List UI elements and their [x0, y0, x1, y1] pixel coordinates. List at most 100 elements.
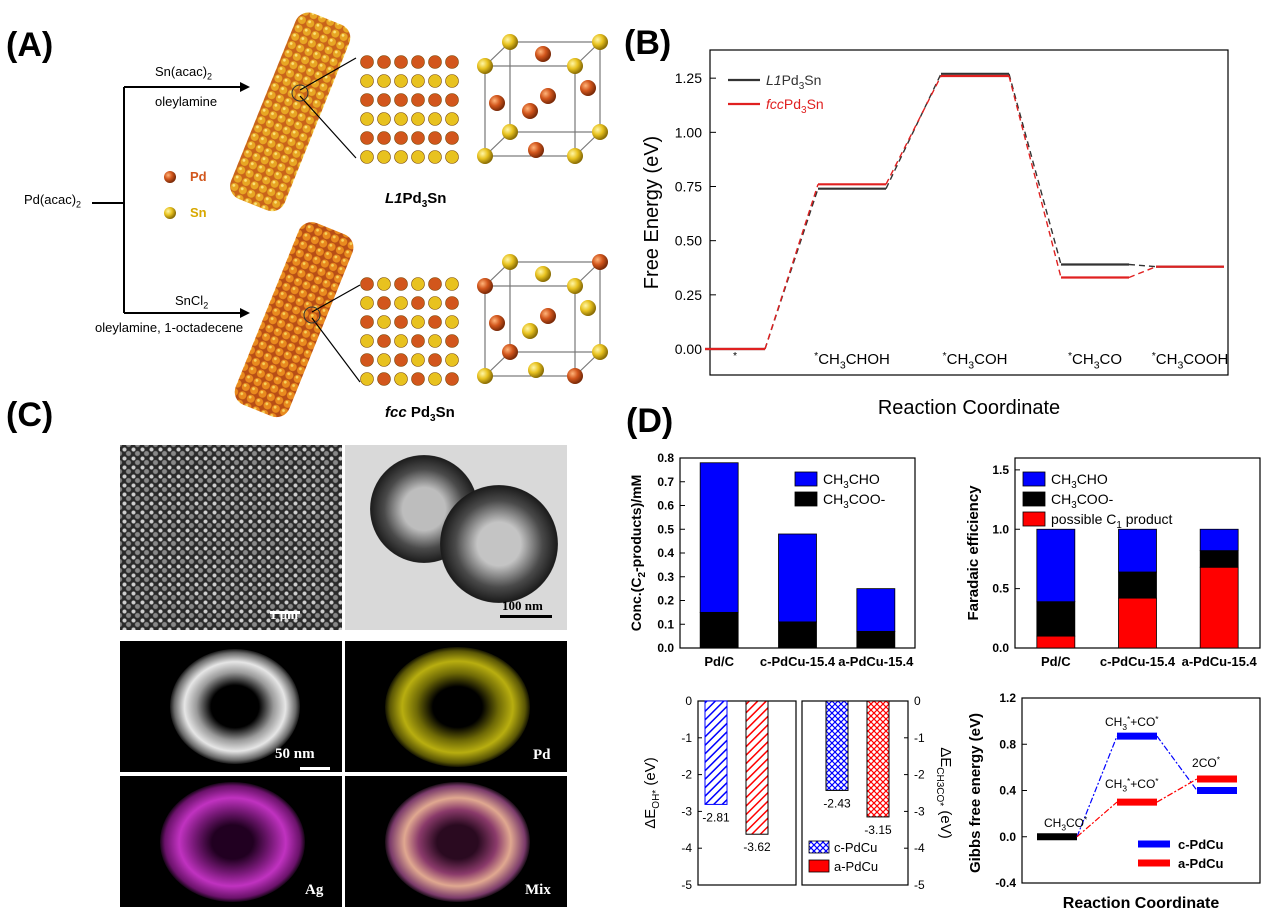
bar: [866, 700, 890, 818]
legend-swatch: [1022, 491, 1046, 507]
y-tick-label: 0.8: [657, 451, 674, 465]
y-tick-label: -3: [681, 804, 692, 818]
lattice-atom: [394, 150, 408, 164]
legend-label: a-PdCu: [1178, 856, 1224, 871]
lattice-atom: [428, 74, 442, 88]
bar-segment: [1036, 635, 1076, 649]
lattice-atom: [445, 372, 459, 386]
pd-atom-icon: [164, 171, 176, 183]
bottom-product-label: fcc Pd3Sn: [385, 404, 455, 424]
lattice-atom: [411, 353, 425, 367]
x-category-label: *CH3COOH: [1152, 350, 1229, 372]
scale-label-50nm: 50 nm: [275, 746, 315, 762]
lattice-atom: [445, 315, 459, 329]
connector: [1008, 73, 1062, 265]
map-label-ag: Ag: [305, 882, 324, 898]
panel-d3-chart: 0 0 -1 -1 -2 -2 -3 -3 -4 -4 -5 -5 -2.81 -3.62 -2.43 -3.…: [642, 694, 954, 892]
y-tick-label: 0.5: [992, 582, 1009, 596]
panel-d2-chart: 0.0 0.5 1.0 1.5 Pd/C c-PdCu-15.4 a-PdCu-15.4 CH…: [965, 457, 1261, 669]
panel-label-c: (C): [6, 396, 54, 434]
fcc-lattice: [360, 277, 459, 386]
lattice-atom: [360, 131, 374, 145]
x-category-label: Pd/C: [1041, 654, 1071, 669]
legend-pd-label: Pd: [190, 169, 207, 184]
bar-value-label: -2.81: [702, 810, 730, 824]
connector: [885, 73, 942, 189]
bar-segment: [699, 611, 739, 649]
connector: [1156, 778, 1198, 803]
lattice-atom: [411, 55, 425, 69]
y-tick-label: -4: [914, 841, 925, 855]
particle-pd-map: [385, 647, 530, 767]
bar-segment: [1118, 528, 1157, 573]
x-category-label: *CH3COH: [943, 350, 1008, 372]
lattice-atom: [411, 277, 425, 291]
bar-segment: [1118, 597, 1157, 649]
y-tick-label: 0.8: [999, 737, 1016, 751]
ag-map-image: Ag: [120, 776, 342, 907]
bar-segment: [699, 462, 739, 613]
connector: [1156, 735, 1198, 791]
series-fcc: [705, 74, 1224, 351]
y-tick-label: -0.4: [995, 876, 1016, 890]
x-category-label: *: [733, 350, 737, 362]
y-tick-label: -3: [914, 804, 925, 818]
series-l12: [705, 72, 1224, 351]
bottom-reagent-2: oleylamine, 1-octadecene: [95, 320, 244, 335]
y-tick-label: 0: [914, 694, 921, 708]
series-c-PdCu: [1037, 732, 1237, 841]
legend-swatch: [808, 840, 830, 854]
lattice-atom: [445, 150, 459, 164]
panel-d1-chart: 0.0 0.1 0.2 0.3 0.4 0.5 0.6 0.7 0.8 Pd/C c-PdCu-15…: [628, 451, 916, 669]
y-tick-label: 0.4: [999, 784, 1016, 798]
x-category-label: c-PdCu-15.4: [1100, 654, 1176, 669]
y-tick-label: 0.0: [657, 641, 674, 655]
y-tick-label: 0.1: [657, 617, 674, 631]
y-axis-label: Gibbs free energy (eV): [967, 713, 984, 873]
legend-label: CH3CHO: [823, 471, 880, 491]
y-tick-label: 0.7: [657, 475, 674, 489]
particle-haadf: [170, 649, 300, 764]
lattice-atom: [360, 315, 374, 329]
scale-label-1um: 1 μm: [270, 607, 298, 622]
y-tick-label: 0.2: [657, 594, 674, 608]
lattice-atom: [411, 150, 425, 164]
lattice-atom: [377, 131, 391, 145]
bar: [825, 700, 849, 791]
haadf-image: 50 nm: [120, 641, 342, 772]
y-tick-label: -1: [681, 731, 692, 745]
legend-label: c-PdCu: [834, 840, 877, 855]
lattice-atom: [360, 55, 374, 69]
mix-map-image: Mix: [345, 776, 567, 907]
lattice-atom: [377, 93, 391, 107]
lattice-atom: [445, 131, 459, 145]
y-tick-label: 0.50: [675, 233, 702, 249]
y-tick-label: 1.0: [992, 522, 1009, 536]
top-reagent-1: Sn(acac)2: [155, 64, 213, 82]
lattice-atom: [445, 55, 459, 69]
y-axis-label: Free Energy (eV): [641, 136, 663, 289]
lattice-atom: [360, 296, 374, 310]
legend-sn-label: Sn: [190, 205, 207, 220]
state-label: CH3CO*: [1044, 815, 1088, 833]
lattice-atom: [411, 315, 425, 329]
bar-segment: [1036, 601, 1076, 637]
y-tick-label: 0.75: [675, 179, 702, 195]
panel-b-chart: 0.00 0.25 0.50 0.75 1.00 1.25 Free Energy (eV)…: [641, 49, 1229, 419]
y-tick-label: 1.2: [999, 691, 1016, 705]
lattice-atom: [428, 315, 442, 329]
lattice-atom: [394, 74, 408, 88]
y-axis-label: Faradaic efficiency: [965, 485, 982, 621]
lattice-atom: [360, 74, 374, 88]
state-label: CH3*+CO*: [1105, 714, 1159, 732]
lattice-atom: [428, 150, 442, 164]
bar-value-label: -2.43: [823, 796, 851, 810]
x-category-label: a-PdCu-15.4: [1182, 654, 1258, 669]
panel-label-d: (D): [626, 402, 674, 440]
bar-segment: [778, 533, 817, 623]
lattice-atom: [360, 112, 374, 126]
lattice-atom: [377, 74, 391, 88]
connector: [1076, 801, 1118, 838]
lattice-atom: [411, 131, 425, 145]
